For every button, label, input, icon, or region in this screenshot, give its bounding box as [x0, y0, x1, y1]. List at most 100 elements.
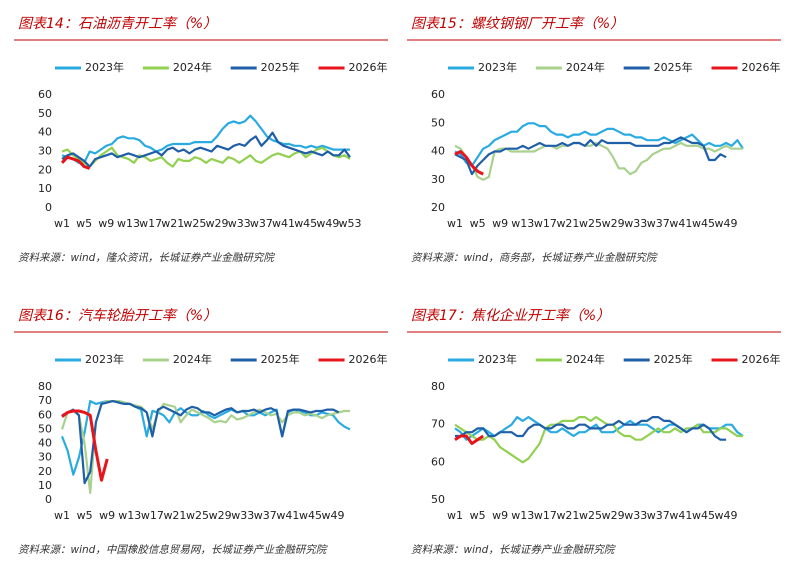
y-tick-label: 60: [38, 88, 52, 101]
y-tick-label: 80: [431, 380, 445, 393]
chart-title: 图表14：石油沥青开工率（%）: [18, 16, 217, 32]
series-line: [454, 122, 744, 167]
series-line: [61, 400, 340, 485]
y-tick-label: 50: [38, 107, 52, 120]
x-tick-label: w33: [228, 217, 251, 230]
legend-label: 2026年: [349, 60, 388, 74]
x-tick-label: w29: [209, 509, 232, 522]
y-tick-label: 70: [38, 394, 52, 407]
series-line: [60, 400, 350, 494]
x-tick-label: w29: [206, 217, 229, 230]
y-tick-label: 50: [431, 116, 445, 129]
x-tick-label: w41: [272, 217, 295, 230]
x-tick-label: w33: [624, 217, 647, 230]
x-tick-label: w49: [316, 217, 339, 230]
x-tick-label: w33: [624, 509, 647, 522]
series-line: [61, 146, 351, 168]
series-line: [454, 416, 743, 464]
x-tick-label: w1: [54, 509, 70, 522]
series-line: [454, 150, 484, 176]
x-tick-label: w25: [579, 217, 602, 230]
series-line: [454, 434, 485, 445]
x-tick-label: w21: [556, 217, 579, 230]
y-tick-label: 10: [38, 479, 52, 492]
x-tick-label: w21: [163, 509, 186, 522]
x-tick-label: w13: [511, 217, 534, 230]
x-tick-label: w9: [98, 217, 114, 230]
x-tick-label: w25: [579, 509, 602, 522]
y-tick-label: 70: [431, 418, 445, 431]
x-tick-label: w37: [647, 217, 670, 230]
series-line: [455, 416, 727, 441]
y-tick-label: 40: [38, 437, 52, 450]
x-tick-label: w1: [447, 509, 463, 522]
x-tick-label: w9: [99, 509, 115, 522]
y-tick-label: 20: [38, 465, 52, 478]
legend-label: 2026年: [349, 352, 388, 366]
x-tick-label: w45: [692, 509, 715, 522]
x-tick-label: w1: [54, 217, 70, 230]
x-tick-label: w45: [692, 217, 715, 230]
series-line: [61, 131, 351, 168]
source-note: 资料来源：wind，中国橡胶信息贸易网，长城证券产业金融研究院: [18, 544, 328, 556]
source-note: 资料来源：wind，长城证券产业金融研究院: [411, 544, 616, 556]
x-tick-label: w17: [534, 509, 557, 522]
y-tick-label: 30: [431, 173, 445, 186]
x-tick-label: w17: [141, 509, 164, 522]
y-tick-label: 10: [38, 182, 52, 195]
x-tick-label: w37: [254, 509, 277, 522]
x-tick-label: w13: [511, 509, 534, 522]
legend-label: 2024年: [173, 60, 212, 74]
legend-label: 2026年: [742, 60, 781, 74]
series-line: [454, 136, 727, 176]
x-tick-label: w1: [447, 217, 463, 230]
series-line: [60, 155, 91, 170]
x-tick-label: w5: [77, 509, 93, 522]
legend-label: 2023年: [478, 352, 517, 366]
y-tick-label: 60: [431, 455, 445, 468]
series-line: [61, 114, 350, 164]
series-line: [61, 409, 109, 482]
x-tick-label: w49: [715, 217, 738, 230]
x-tick-label: w13: [117, 217, 140, 230]
x-tick-label: w29: [602, 217, 625, 230]
x-tick-label: w45: [299, 509, 322, 522]
x-tick-label: w49: [322, 509, 345, 522]
x-tick-label: w17: [534, 217, 557, 230]
x-tick-label: w41: [669, 509, 692, 522]
x-tick-label: w25: [186, 509, 209, 522]
source-note: 资料来源：wind，商务部，长城证券产业金融研究院: [411, 252, 658, 264]
x-tick-label: w37: [250, 217, 273, 230]
chart-title: 图表17：焦化企业开工率（%）: [411, 308, 610, 324]
x-tick-label: w13: [118, 509, 141, 522]
y-tick-label: 20: [38, 163, 52, 176]
y-tick-label: 0: [45, 201, 52, 214]
y-tick-label: 40: [38, 126, 52, 139]
chart-title: 图表15：螺纹钢钢厂开工率（%）: [411, 16, 624, 32]
x-tick-label: w41: [276, 509, 299, 522]
y-tick-label: 60: [431, 88, 445, 101]
legend-label: 2023年: [85, 352, 124, 366]
x-tick-label: w21: [556, 509, 579, 522]
y-tick-label: 40: [431, 145, 445, 158]
legend-label: 2024年: [566, 60, 605, 74]
x-tick-label: w9: [492, 217, 508, 230]
legend-label: 2025年: [261, 60, 300, 74]
source-note: 资料来源：wind，隆众资讯，长城证券产业金融研究院: [18, 252, 275, 264]
x-tick-label: w25: [183, 217, 206, 230]
x-tick-label: w29: [602, 509, 625, 522]
legend-label: 2025年: [261, 352, 300, 366]
x-tick-label: w49: [715, 509, 738, 522]
y-tick-label: 80: [38, 380, 52, 393]
x-tick-label: w5: [76, 217, 92, 230]
y-tick-label: 0: [45, 493, 52, 506]
legend-label: 2025年: [654, 352, 693, 366]
y-tick-label: 50: [431, 493, 445, 506]
y-tick-label: 50: [38, 422, 52, 435]
x-tick-label: w33: [231, 509, 254, 522]
y-tick-label: 30: [38, 451, 52, 464]
legend-label: 2025年: [654, 60, 693, 74]
legend-label: 2023年: [85, 60, 124, 74]
chart-title: 图表16：汽车轮胎开工率（%）: [18, 308, 217, 324]
